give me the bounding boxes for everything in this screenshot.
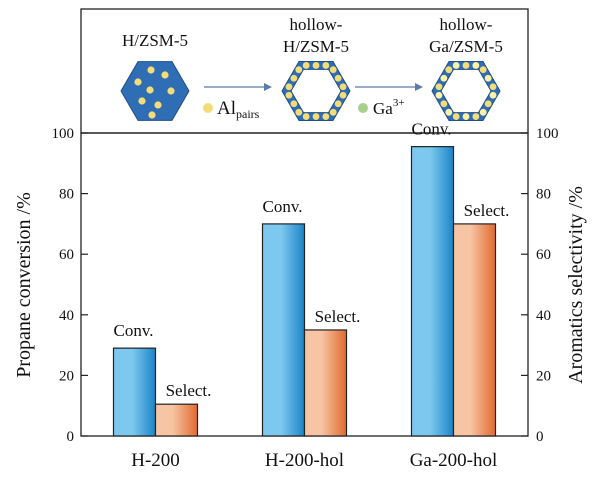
bar-selectivity: [303, 329, 348, 437]
al-pair-dot: [339, 83, 347, 91]
al-pair-dot: [334, 74, 342, 82]
legend-al-pairs: Alpairs: [217, 98, 260, 121]
bars-group: Conv. Select. Conv. Select. Conv. Select.: [112, 120, 510, 437]
al-pair-dot: [484, 100, 492, 108]
right-tick-label: 80: [536, 187, 551, 203]
left-tick-label: 80: [59, 187, 74, 203]
al-pair-dot: [489, 91, 497, 99]
bar-label-select: Select.: [315, 307, 361, 326]
legend-ga-3plus: Ga3+: [373, 97, 405, 118]
al-pair-dot: [312, 62, 320, 69]
left-tick-label: 0: [67, 429, 75, 445]
bar-label-conv: Conv.: [412, 120, 452, 139]
al-pair-dot: [462, 62, 470, 69]
bar-label-select: Select.: [166, 381, 212, 400]
bar-conversion: [112, 347, 157, 437]
right-arrow-icon: [204, 83, 272, 91]
right-arrow-icon: [355, 83, 423, 91]
axis-ticks: 0 20 40 60 80 100 0 20 40 60 80 100: [52, 126, 559, 445]
hollow-zeolite-crystal: [281, 61, 351, 121]
al-pair-dot: [452, 113, 460, 120]
al-pair-dot: [290, 100, 298, 108]
green-dot-icon: [358, 103, 368, 113]
hollow-hexagon-shell: [281, 61, 351, 121]
bar-selectivity: [452, 223, 497, 437]
y-axis-title-right: Aromatics selectivity /%: [565, 186, 587, 384]
al-pair-dot: [339, 91, 347, 99]
bar-conversion: [261, 223, 306, 437]
al-pair-dot: [167, 87, 175, 95]
right-tick-label: 60: [536, 247, 551, 263]
al-pair-dot: [146, 86, 154, 94]
al-pair-dot: [462, 113, 470, 120]
scheme-label-hollow-h-zsm5: H/ZSM-5: [283, 37, 349, 56]
bar-label-conv: Conv.: [263, 197, 303, 216]
left-tick-label: 60: [59, 247, 74, 263]
al-pair-dot: [148, 111, 156, 119]
hollow-hexagon-shell: [431, 61, 501, 121]
al-pair-dot: [484, 74, 492, 82]
al-pair-dot: [489, 83, 497, 91]
al-pair-dot: [295, 66, 303, 74]
al-pair-dot: [435, 83, 443, 91]
scheme-label-h-zsm5: H/ZSM-5: [122, 31, 188, 50]
al-pair-dot: [445, 66, 453, 74]
al-pair-dot: [285, 91, 293, 99]
right-tick-label: 100: [536, 126, 559, 142]
scheme-label-hollow-2: hollow-: [440, 15, 493, 34]
yellow-dot-icon: [203, 103, 213, 113]
al-pair-dot: [138, 97, 146, 105]
al-pair-dot: [302, 113, 310, 120]
al-pair-dot: [479, 108, 487, 116]
bar-label-select: Select.: [464, 201, 510, 220]
right-tick-label: 0: [536, 429, 544, 445]
al-pair-dot: [322, 113, 330, 120]
hexagon-shape: [120, 61, 190, 121]
al-pair-dot: [472, 62, 480, 69]
hollow-ga-zeolite-crystal: [431, 61, 501, 121]
al-pair-dot: [295, 108, 303, 116]
left-tick-label: 20: [59, 368, 74, 384]
al-pair-dot: [329, 66, 337, 74]
al-pair-dot: [161, 71, 169, 79]
al-pair-dot: [134, 78, 142, 86]
left-tick-label: 100: [52, 126, 75, 142]
al-pair-dot: [435, 91, 443, 99]
al-pair-dot: [290, 74, 298, 82]
al-pair-dot: [154, 101, 162, 109]
bar-conversion: [410, 146, 455, 437]
al-pair-dot: [322, 62, 330, 69]
al-pair-dot: [472, 113, 480, 120]
bar-label-conv: Conv.: [114, 321, 154, 340]
right-tick-label: 40: [536, 308, 551, 324]
scheme-label-hollow-ga-zsm5: Ga/ZSM-5: [429, 37, 503, 56]
category-label: H-200: [131, 450, 180, 471]
al-pair-dot: [285, 83, 293, 91]
al-pair-dot: [440, 100, 448, 108]
right-tick-label: 20: [536, 368, 551, 384]
al-pair-dot: [329, 108, 337, 116]
al-pair-dot: [445, 108, 453, 116]
category-label: Ga-200-hol: [410, 450, 498, 471]
al-pair-dot: [334, 100, 342, 108]
al-pair-dot: [479, 66, 487, 74]
al-pair-dot: [147, 66, 155, 74]
scheme-label-hollow-1: hollow-: [290, 15, 343, 34]
al-pair-dot: [452, 62, 460, 69]
category-labels: H-200 H-200-hol Ga-200-hol: [131, 450, 497, 471]
bar-selectivity: [154, 403, 199, 437]
left-tick-label: 40: [59, 308, 74, 324]
al-pair-dot: [440, 74, 448, 82]
y-axis-title-left: Propane conversion /%: [13, 192, 35, 378]
solid-zeolite-crystal: [120, 61, 190, 121]
category-label: H-200-hol: [265, 450, 344, 471]
al-pair-dot: [302, 62, 310, 69]
al-pair-dot: [312, 113, 320, 120]
